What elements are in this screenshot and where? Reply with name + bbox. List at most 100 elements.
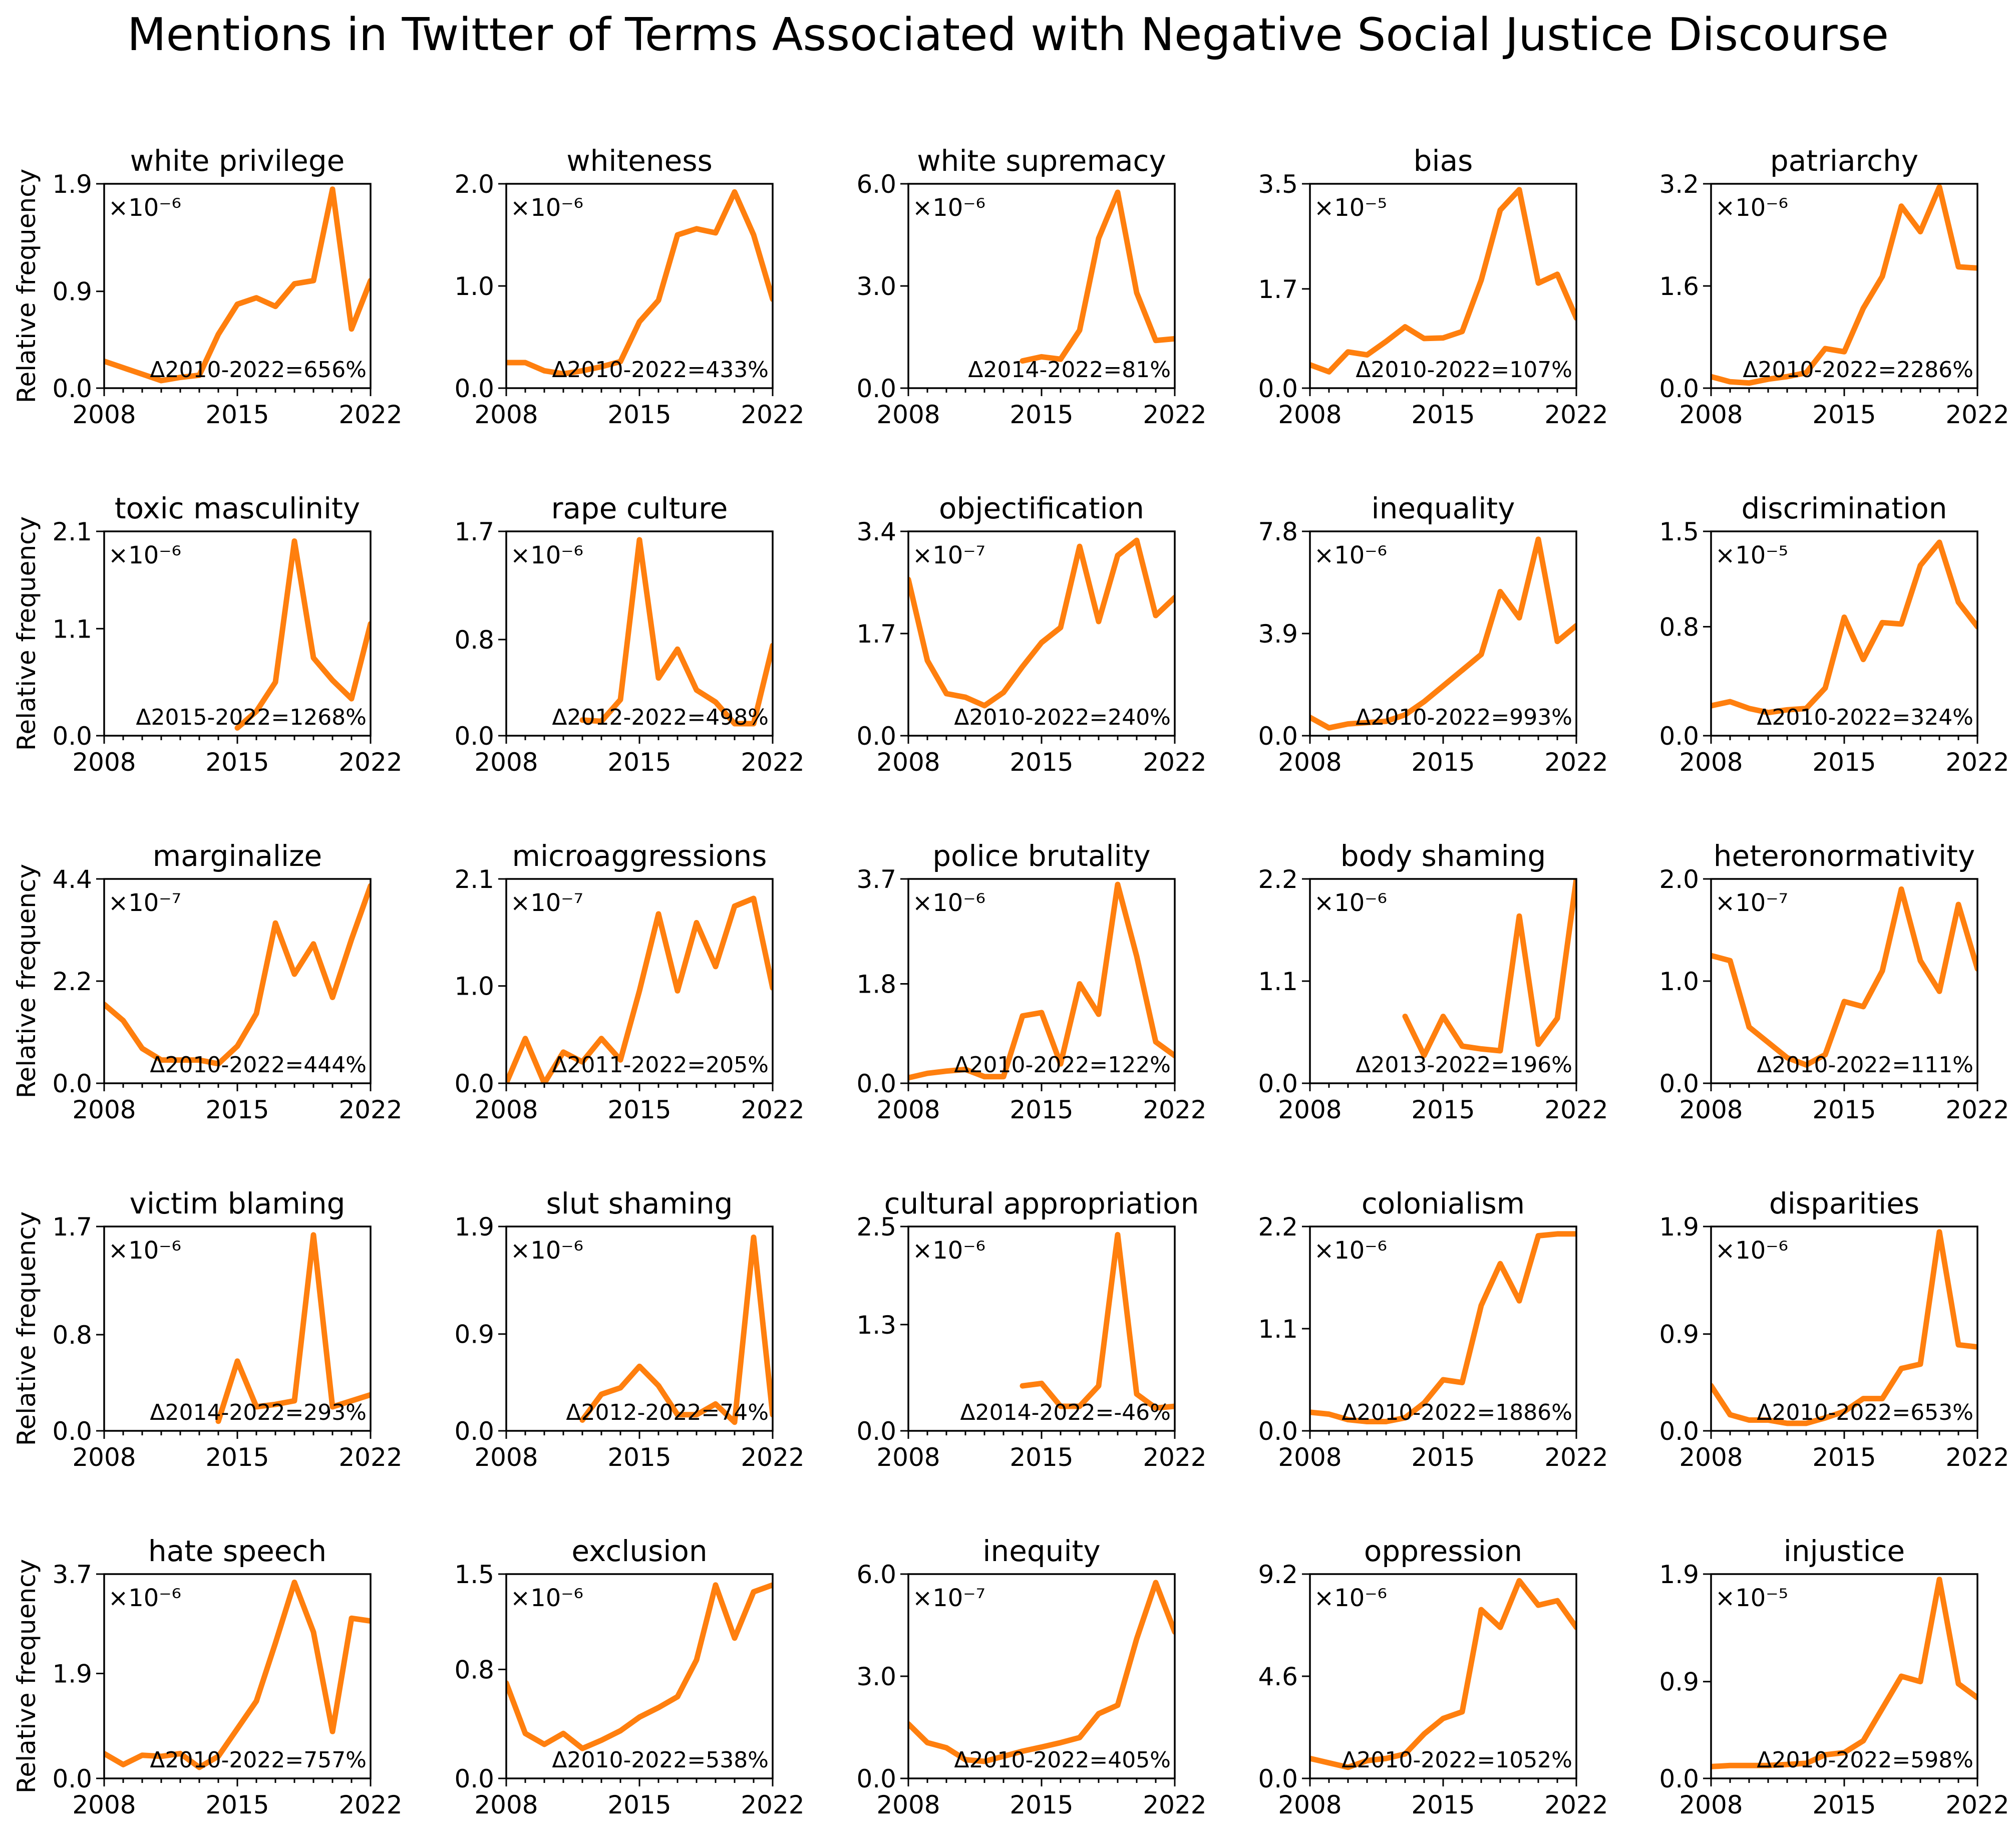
series-line bbox=[1310, 187, 1576, 375]
scale-multiplier: ×10⁻⁶ bbox=[108, 1237, 181, 1265]
change-annotation: Δ2014-2022=81% bbox=[968, 357, 1171, 383]
x-tick-label: 2015 bbox=[607, 1790, 671, 1819]
panel-15: 2008 2015 2022 0.0 1.0 2.0 heteronormativity ×1… bbox=[1659, 839, 2009, 1124]
x-tick-label: 2022 bbox=[1544, 1095, 1608, 1124]
panel-22: 2008 2015 2022 0.0 0.8 1.5 exclusion ×10⁻⁶ Δ2010… bbox=[454, 1534, 804, 1819]
panel-title: body shaming bbox=[1340, 839, 1546, 873]
x-tick-label: 2022 bbox=[1143, 1790, 1206, 1819]
x-tick-label: 2015 bbox=[1010, 748, 1073, 777]
change-annotation: Δ2010-2022=444% bbox=[150, 1052, 367, 1078]
x-tick-label: 2008 bbox=[72, 1443, 136, 1472]
y-tick-label: 2.2 bbox=[1258, 1212, 1298, 1242]
panel-title: white privilege bbox=[130, 144, 345, 178]
scale-multiplier: ×10⁻⁶ bbox=[510, 1584, 583, 1612]
x-tick-label: 2015 bbox=[205, 1095, 269, 1124]
x-tick-label: 2008 bbox=[1679, 1790, 1743, 1819]
series-line bbox=[1711, 184, 1977, 386]
change-annotation: Δ2010-2022=653% bbox=[1757, 1400, 1973, 1425]
scale-multiplier: ×10⁻⁶ bbox=[1314, 889, 1387, 917]
y-tick-label: 3.7 bbox=[856, 865, 896, 894]
y-tick-label: 1.1 bbox=[52, 615, 92, 644]
change-annotation: Δ2010-2022=240% bbox=[954, 705, 1171, 730]
scale-multiplier: ×10⁻⁶ bbox=[1314, 541, 1387, 569]
panel-12: 2008 2015 2022 0.0 1.0 2.1 microaggressions ×10… bbox=[454, 839, 804, 1124]
scale-multiplier: ×10⁻⁵ bbox=[1715, 1584, 1788, 1612]
panel-title: cultural appropriation bbox=[884, 1186, 1199, 1220]
series-line bbox=[1711, 886, 1977, 1068]
y-axis-label: Relative frequency bbox=[12, 516, 41, 751]
x-tick-label: 2022 bbox=[741, 1443, 804, 1472]
panel-title: rape culture bbox=[551, 491, 728, 525]
change-annotation: Δ2010-2022=538% bbox=[552, 1747, 769, 1773]
y-tick-label: 1.1 bbox=[1258, 1315, 1298, 1344]
scale-multiplier: ×10⁻⁶ bbox=[1715, 194, 1788, 222]
scale-multiplier: ×10⁻⁷ bbox=[108, 889, 181, 917]
y-tick-label: 1.6 bbox=[1659, 272, 1699, 301]
x-tick-label: 2008 bbox=[474, 400, 538, 429]
y-tick-label: 2.1 bbox=[454, 865, 494, 894]
x-tick-label: 2022 bbox=[1544, 1443, 1608, 1472]
change-annotation: Δ2010-2022=1886% bbox=[1341, 1400, 1572, 1425]
panel-16: 2008 2015 2022 0.0 0.8 1.7 victim blaming ×10⁻⁶… bbox=[12, 1186, 403, 1472]
x-tick-label: 2015 bbox=[607, 1443, 671, 1472]
x-tick-label: 2008 bbox=[1679, 400, 1743, 429]
x-tick-label: 2022 bbox=[1143, 400, 1206, 429]
y-tick-label: 0.8 bbox=[52, 1321, 92, 1350]
panel-17: 2008 2015 2022 0.0 0.9 1.9 slut shaming ×10⁻⁶ Δ2… bbox=[454, 1186, 804, 1472]
x-tick-label: 2022 bbox=[1945, 1095, 2009, 1124]
y-tick-label: 3.4 bbox=[856, 517, 896, 546]
y-tick-label: 0.0 bbox=[454, 1417, 494, 1446]
y-tick-label: 0.0 bbox=[856, 1417, 896, 1446]
figure-title: Mentions in Twitter of Terms Associated … bbox=[127, 9, 1889, 61]
x-tick-label: 2008 bbox=[1679, 1095, 1743, 1124]
x-tick-label: 2008 bbox=[72, 400, 136, 429]
panel-title: marginalize bbox=[153, 839, 322, 873]
scale-multiplier: ×10⁻⁶ bbox=[1715, 1237, 1788, 1265]
x-tick-label: 2008 bbox=[72, 1790, 136, 1819]
panel-title: microaggressions bbox=[512, 839, 767, 873]
x-tick-label: 2008 bbox=[876, 1790, 940, 1819]
panel-title: bias bbox=[1414, 144, 1473, 178]
y-tick-label: 9.2 bbox=[1258, 1560, 1298, 1589]
panel-14: 2008 2015 2022 0.0 1.1 2.2 body shaming ×10⁻⁶ Δ2… bbox=[1258, 839, 1608, 1124]
y-tick-label: 1.7 bbox=[52, 1212, 92, 1242]
x-tick-label: 2008 bbox=[474, 1095, 538, 1124]
x-tick-label: 2022 bbox=[1945, 1443, 2009, 1472]
change-annotation: Δ2010-2022=405% bbox=[954, 1747, 1171, 1773]
y-tick-label: 1.9 bbox=[1659, 1560, 1699, 1589]
change-annotation: Δ2010-2022=1052% bbox=[1341, 1747, 1572, 1773]
y-tick-label: 0.0 bbox=[454, 374, 494, 403]
x-tick-label: 2022 bbox=[1143, 748, 1206, 777]
series-line bbox=[1711, 539, 1977, 716]
x-tick-label: 2022 bbox=[339, 748, 402, 777]
y-tick-label: 0.9 bbox=[1659, 1320, 1699, 1349]
y-tick-label: 1.5 bbox=[454, 1560, 494, 1589]
scale-multiplier: ×10⁻⁶ bbox=[1314, 1237, 1387, 1265]
x-tick-label: 2015 bbox=[1812, 400, 1876, 429]
y-tick-label: 2.1 bbox=[52, 517, 92, 546]
x-tick-label: 2015 bbox=[205, 748, 269, 777]
y-tick-label: 0.0 bbox=[1258, 1069, 1298, 1098]
x-tick-label: 2022 bbox=[1945, 748, 2009, 777]
y-tick-label: 1.7 bbox=[1258, 275, 1298, 304]
scale-multiplier: ×10⁻⁶ bbox=[108, 1584, 181, 1612]
y-tick-label: 7.8 bbox=[1258, 517, 1298, 546]
x-tick-label: 2022 bbox=[1143, 1443, 1206, 1472]
x-tick-label: 2008 bbox=[1278, 1095, 1341, 1124]
change-annotation: Δ2010-2022=107% bbox=[1356, 357, 1572, 383]
panel-title: disparities bbox=[1769, 1186, 1919, 1220]
x-tick-label: 2008 bbox=[1278, 400, 1341, 429]
panel-3: 2008 2015 2022 0.0 3.0 6.0 white supremacy ×10⁻… bbox=[856, 144, 1206, 429]
y-tick-label: 0.0 bbox=[856, 722, 896, 751]
scale-multiplier: ×10⁻⁶ bbox=[510, 1237, 583, 1265]
series-line bbox=[506, 189, 773, 377]
y-tick-label: 0.8 bbox=[454, 1655, 494, 1684]
panel-title: hate speech bbox=[148, 1534, 326, 1568]
x-tick-label: 2015 bbox=[1411, 1443, 1475, 1472]
panel-title: objectification bbox=[939, 491, 1144, 525]
y-tick-label: 3.5 bbox=[1258, 170, 1298, 199]
series-line bbox=[579, 537, 773, 727]
panel-5: 2008 2015 2022 0.0 1.6 3.2 patriarchy ×10⁻⁶ Δ201… bbox=[1659, 144, 2009, 429]
x-tick-label: 2015 bbox=[1812, 748, 1876, 777]
